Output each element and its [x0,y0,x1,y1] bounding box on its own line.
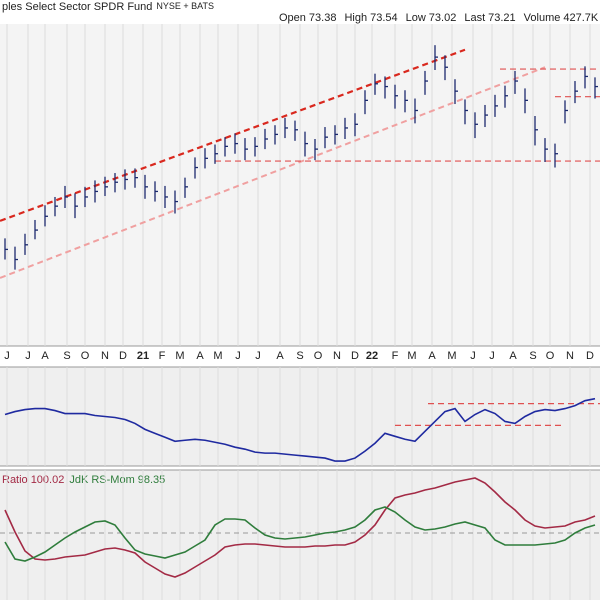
x-tick-label: O [81,350,90,362]
x-tick-label: A [196,350,204,362]
title: ples Select Sector SPDR Fund NYSE + BATS [2,1,214,13]
title-text: ples Select Sector SPDR Fund [2,1,152,13]
line-series [4,477,596,578]
x-tick-label: O [314,350,323,362]
x-tick-label: J [255,350,261,362]
x-tick-label: F [159,350,166,362]
x-tick-label: A [428,350,436,362]
x-tick-label: 22 [366,350,378,362]
rrg-legend: Ratio 100.02 JdK RS-Mom 98.35 [2,474,165,486]
quote: Open 73.38 High 73.54 Low 73.02 Last 73.21 Volum… [279,12,600,24]
x-tick-label: A [509,350,517,362]
x-tick-label: D [351,350,359,362]
x-tick-label: N [101,350,109,362]
legend-name: Ratio [2,474,28,486]
trendline [0,48,466,222]
trendline [0,66,546,279]
legend-value: 98.35 [138,474,166,486]
quote-value: 427.7K [563,12,599,24]
x-tick-label: M [213,350,222,362]
x-tick-label: 21 [137,350,149,362]
quote-value: 73.38 [309,12,337,24]
x-tick-label: J [489,350,495,362]
x-tick-label: A [41,350,49,362]
line-series [4,506,596,562]
legend-name: JdK RS-Mom [69,474,134,486]
x-tick-label: J [25,350,31,362]
exchange: NYSE + BATS [156,1,214,11]
x-tick-label: S [529,350,536,362]
x-tick-label: J [470,350,476,362]
legend-value: 100.02 [31,474,65,486]
x-tick-label: F [392,350,399,362]
x-tick-label: D [119,350,127,362]
x-tick-label: N [333,350,341,362]
quote-label: Last [464,12,485,24]
x-tick-label: J [235,350,241,362]
quote-label: Open [279,12,306,24]
quote-value: 73.02 [429,12,457,24]
x-tick-label: M [447,350,456,362]
plot: J J A S O N D 21 F M A M J J A S O N D 22 F M A M J J A S O N D [0,24,600,600]
quote-label: Low [406,12,426,24]
x-tick-label: N [566,350,574,362]
x-tick-label: J [4,350,10,362]
x-tick-label: O [546,350,555,362]
quote-label: High [344,12,367,24]
x-tick-label: D [586,350,594,362]
x-tick-label: M [407,350,416,362]
x-tick-label: M [175,350,184,362]
x-tick-label: A [276,350,284,362]
quote-value: 73.54 [370,12,398,24]
line-series [4,397,596,462]
quote-label: Volume [524,12,561,24]
x-tick-label: S [296,350,303,362]
x-tick-label: S [63,350,70,362]
quote-value: 73.21 [488,12,516,24]
